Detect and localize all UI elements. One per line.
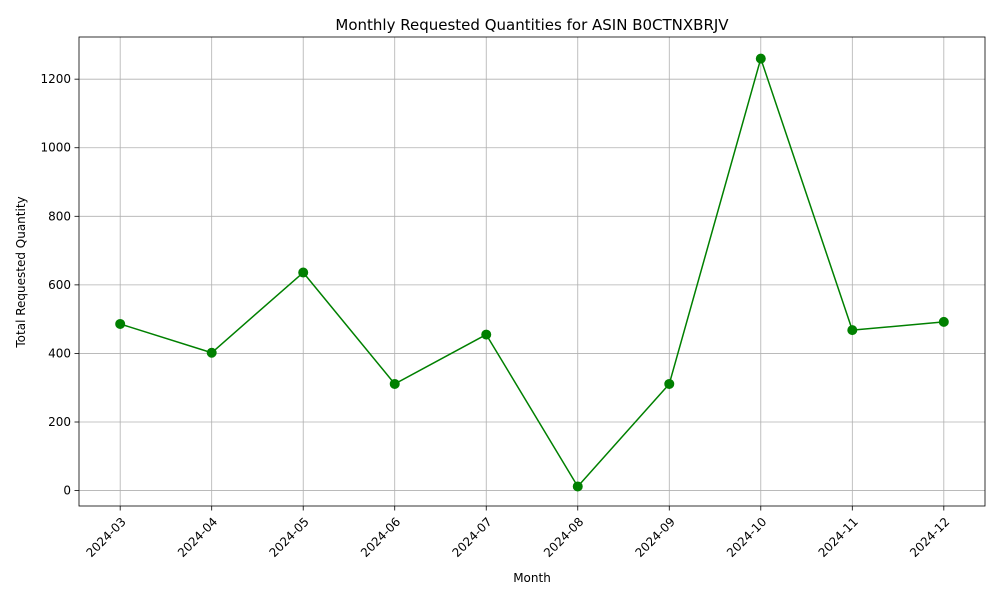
x-tick-label: 2024-07 — [449, 515, 494, 560]
y-tick-label: 1000 — [40, 141, 71, 155]
y-tick-label: 400 — [48, 346, 71, 360]
y-tick-label: 1200 — [40, 72, 71, 86]
x-tick-label: 2024-04 — [175, 515, 220, 560]
data-point — [664, 378, 675, 389]
data-point — [572, 481, 583, 492]
data-point — [481, 329, 492, 340]
chart-title: Monthly Requested Quantities for ASIN B0… — [335, 16, 729, 34]
x-tick-label: 2024-11 — [816, 515, 861, 560]
data-point — [206, 347, 217, 358]
series-layer — [115, 53, 949, 492]
y-tick-label: 0 — [63, 484, 71, 498]
data-point — [115, 318, 126, 329]
x-tick-label: 2024-03 — [83, 515, 128, 560]
data-point — [298, 267, 309, 278]
series-line — [119, 57, 944, 488]
x-tick-label: 2024-06 — [358, 515, 403, 560]
data-point — [755, 53, 766, 64]
data-point — [389, 378, 400, 389]
data-point — [847, 325, 858, 336]
y-axis-label: Total Requested Quantity — [14, 196, 28, 348]
x-axis-label: Month — [513, 571, 551, 585]
y-tick-label: 200 — [48, 415, 71, 429]
y-tick-label: 600 — [48, 278, 71, 292]
x-tick-label: 2024-05 — [266, 515, 311, 560]
plot-frame — [78, 36, 986, 507]
x-tick-label: 2024-10 — [724, 515, 769, 560]
x-tick-label: 2024-08 — [541, 515, 586, 560]
x-tick-label: 2024-12 — [907, 515, 952, 560]
axes-layer: 2024-03 2024-04 2024-05 2024-06 2024-07 2024-… — [40, 36, 986, 560]
grid-layer — [79, 37, 985, 506]
data-point — [938, 316, 949, 327]
x-tick-label: 2024-09 — [633, 515, 678, 560]
y-tick-label: 800 — [48, 209, 71, 223]
